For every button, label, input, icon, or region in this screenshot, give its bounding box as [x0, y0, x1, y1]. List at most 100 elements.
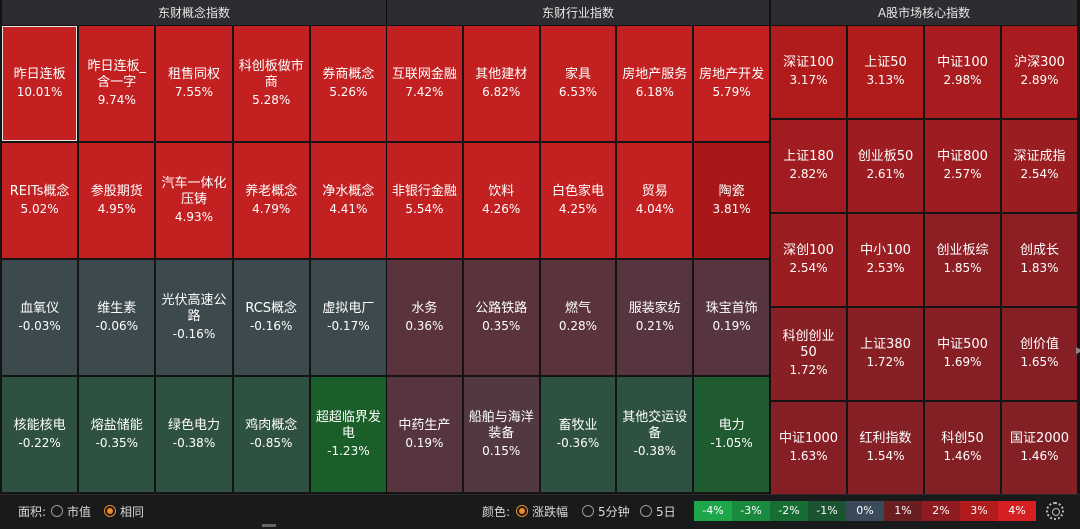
gear-icon[interactable] [1046, 502, 1064, 520]
index-tile[interactable]: RCS概念 -0.16% [233, 260, 309, 375]
tile-name: RCS概念 [245, 300, 298, 316]
index-tile[interactable]: REITs概念 5.02% [2, 143, 78, 258]
index-tile[interactable]: 深证成指 2.54% [1002, 120, 1077, 212]
index-tile[interactable]: 电力 -1.05% [694, 377, 769, 492]
index-tile[interactable]: 燃气 0.28% [540, 260, 616, 375]
tile-name: 中证800 [937, 149, 988, 164]
index-tile[interactable]: 非银行金融 5.54% [387, 143, 462, 258]
index-tile[interactable]: 深创100 2.54% [771, 214, 846, 306]
tile-name: 科创创业50 [782, 329, 835, 360]
index-tile[interactable]: 白色家电 4.25% [540, 143, 616, 258]
tile-change-percent: 7.42% [405, 84, 444, 99]
index-tile[interactable]: 贸易 4.04% [617, 143, 693, 258]
index-tile[interactable]: 房地产开发 5.79% [694, 26, 769, 141]
tile-name: 珠宝首饰 [705, 300, 758, 316]
index-tile[interactable]: 鸡肉概念 -0.85% [233, 377, 309, 492]
index-tile[interactable]: 家具 6.53% [540, 26, 616, 141]
index-tile[interactable]: 创成长 1.83% [1002, 214, 1077, 306]
scrollbar-handle[interactable] [262, 524, 276, 527]
radio-icon[interactable] [640, 505, 652, 517]
index-tile[interactable]: 创业板50 2.61% [848, 120, 923, 212]
tile-change-percent: 2.98% [943, 73, 982, 87]
concept-index-title: 东财概念指数 [2, 0, 386, 26]
tile-name: 创业板50 [857, 149, 914, 164]
index-tile[interactable]: 公路铁路 0.35% [463, 260, 539, 375]
index-tile[interactable]: 陶瓷 3.81% [694, 143, 769, 258]
index-tile[interactable]: 熔盐储能 -0.35% [79, 377, 155, 492]
index-tile[interactable]: 沪深300 2.89% [1002, 26, 1077, 118]
tile-name: 昨日连板_含一字 [87, 58, 147, 90]
tile-change-percent: 3.17% [789, 73, 828, 87]
index-tile[interactable]: 房地产服务 6.18% [617, 26, 693, 141]
index-tile[interactable]: 中药生产 0.19% [387, 377, 462, 492]
index-tile[interactable]: 其他建材 6.82% [463, 26, 539, 141]
color-option-5day[interactable]: 5日 [640, 503, 676, 519]
radio-icon[interactable] [582, 505, 594, 517]
index-tile[interactable]: 红利指数 1.54% [848, 402, 923, 494]
index-tile[interactable]: 昨日连板 10.01% [2, 26, 78, 141]
index-tile[interactable]: 中证1000 1.63% [771, 402, 846, 494]
tile-name: 核能核电 [13, 417, 66, 433]
index-tile[interactable]: 科创板做市商 5.28% [233, 26, 309, 141]
area-option-equal[interactable]: 相同 [104, 503, 144, 519]
index-tile[interactable]: 维生素 -0.06% [79, 260, 155, 375]
index-tile[interactable]: 净水概念 4.41% [310, 143, 386, 258]
index-tile[interactable]: 创价值 1.65% [1002, 308, 1077, 400]
index-tile[interactable]: 创业板综 1.85% [925, 214, 1000, 306]
index-tile[interactable]: 租售同权 7.55% [156, 26, 232, 141]
color-option-change[interactable]: 涨跌幅 [516, 503, 568, 519]
radio-icon[interactable] [104, 505, 116, 517]
index-tile[interactable]: 养老概念 4.79% [233, 143, 309, 258]
index-tile[interactable]: 中证500 1.69% [925, 308, 1000, 400]
tile-name: 深证成指 [1013, 149, 1066, 164]
index-tile[interactable]: 其他交运设备 -0.38% [617, 377, 693, 492]
core-index-title: A股市场核心指数 [771, 0, 1077, 26]
index-tile[interactable]: 上证380 1.72% [848, 308, 923, 400]
index-tile[interactable]: 服装家纺 0.21% [617, 260, 693, 375]
tile-change-percent: 2.54% [789, 261, 828, 275]
index-tile[interactable]: 互联网金融 7.42% [387, 26, 462, 141]
tile-name: 中证1000 [778, 431, 839, 446]
index-tile[interactable]: 核能核电 -0.22% [2, 377, 78, 492]
index-tile[interactable]: 船舶与海洋装备 0.15% [463, 377, 539, 492]
index-tile[interactable]: 血氧仪 -0.03% [2, 260, 78, 375]
index-tile[interactable]: 国证2000 1.46% [1002, 402, 1077, 494]
radio-icon[interactable] [516, 505, 528, 517]
tile-name: 非银行金融 [391, 183, 457, 199]
index-tile[interactable]: 昨日连板_含一字 9.74% [79, 26, 155, 141]
index-tile[interactable]: 上证50 3.13% [848, 26, 923, 118]
index-tile[interactable]: 汽车一体化压铸 4.93% [156, 143, 232, 258]
index-tile[interactable]: 中证800 2.57% [925, 120, 1000, 212]
tile-change-percent: 1.83% [1020, 261, 1059, 275]
index-tile[interactable]: 深证100 3.17% [771, 26, 846, 118]
index-tile[interactable]: 绿色电力 -0.38% [156, 377, 232, 492]
tile-change-percent: 2.61% [866, 167, 905, 181]
index-tile[interactable]: 中小100 2.53% [848, 214, 923, 306]
radio-icon[interactable] [51, 505, 63, 517]
index-tile[interactable]: 珠宝首饰 0.19% [694, 260, 769, 375]
index-tile[interactable]: 中证100 2.98% [925, 26, 1000, 118]
concept-index-grid: 昨日连板 10.01% 昨日连板_含一字 9.74% 租售同权 7.55% 科创板做市商 5.… [2, 26, 386, 492]
index-tile[interactable]: 参股期货 4.95% [79, 143, 155, 258]
index-tile[interactable]: 科创创业50 1.72% [771, 308, 846, 400]
index-tile[interactable]: 科创50 1.46% [925, 402, 1000, 494]
tile-name: 虚拟电厂 [322, 300, 375, 316]
tile-name: 互联网金融 [391, 66, 457, 82]
tile-change-percent: 1.85% [943, 261, 982, 275]
index-tile[interactable]: 虚拟电厂 -0.17% [310, 260, 386, 375]
legend-swatch: 2% [922, 501, 960, 521]
tile-change-percent: 4.25% [558, 201, 598, 216]
index-tile[interactable]: 券商概念 5.26% [310, 26, 386, 141]
index-tile[interactable]: 畜牧业 -0.36% [540, 377, 616, 492]
area-option-market-cap[interactable]: 市值 [51, 503, 91, 519]
index-tile[interactable]: 水务 0.36% [387, 260, 462, 375]
index-tile[interactable]: 超超临界发电 -1.23% [310, 377, 386, 492]
legend-swatch: 3% [960, 501, 998, 521]
index-tile[interactable]: 饮料 4.26% [463, 143, 539, 258]
index-tile[interactable]: 上证180 2.82% [771, 120, 846, 212]
tile-name: 绿色电力 [167, 417, 220, 433]
tile-name: 燃气 [564, 300, 591, 316]
color-option-5min[interactable]: 5分钟 [582, 503, 630, 519]
scroll-right-arrow-icon[interactable]: ▶ [1076, 346, 1080, 356]
index-tile[interactable]: 光伏高速公路 -0.16% [156, 260, 232, 375]
